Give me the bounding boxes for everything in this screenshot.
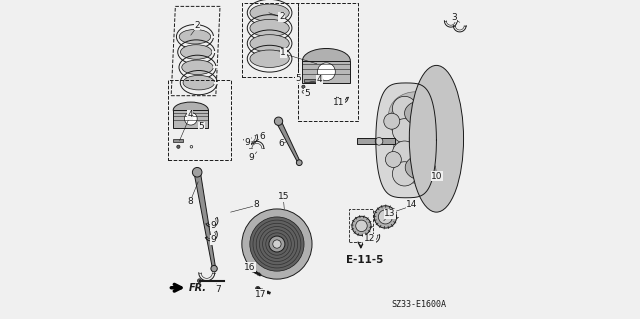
- Ellipse shape: [273, 240, 281, 248]
- Text: 4: 4: [317, 75, 322, 84]
- Text: 6: 6: [278, 139, 284, 148]
- Ellipse shape: [180, 45, 212, 59]
- Ellipse shape: [242, 209, 312, 279]
- Text: 9: 9: [211, 221, 216, 230]
- Text: 4: 4: [188, 110, 193, 119]
- Text: 13: 13: [385, 209, 396, 218]
- Ellipse shape: [173, 102, 209, 118]
- Bar: [173, 139, 183, 142]
- Ellipse shape: [275, 117, 283, 125]
- Polygon shape: [194, 172, 216, 269]
- Ellipse shape: [211, 265, 218, 272]
- Text: SZ33-E1600A: SZ33-E1600A: [392, 300, 446, 309]
- Polygon shape: [376, 83, 436, 198]
- Text: E-11-5: E-11-5: [346, 255, 383, 265]
- Ellipse shape: [250, 217, 304, 271]
- Ellipse shape: [385, 152, 401, 167]
- Ellipse shape: [193, 167, 202, 177]
- Text: 9: 9: [244, 138, 250, 147]
- Ellipse shape: [392, 141, 417, 165]
- Text: 11: 11: [333, 98, 344, 107]
- Text: 9: 9: [248, 153, 254, 162]
- Ellipse shape: [356, 220, 367, 232]
- Ellipse shape: [250, 50, 289, 67]
- Text: 8: 8: [253, 200, 259, 209]
- Ellipse shape: [198, 279, 202, 283]
- Text: 9: 9: [211, 235, 216, 244]
- Ellipse shape: [269, 236, 285, 252]
- Ellipse shape: [177, 145, 180, 148]
- Text: 6: 6: [259, 132, 265, 141]
- Ellipse shape: [183, 75, 214, 90]
- Ellipse shape: [255, 286, 260, 291]
- Ellipse shape: [388, 105, 427, 137]
- Text: 14: 14: [406, 200, 417, 209]
- Ellipse shape: [179, 29, 211, 44]
- Polygon shape: [405, 155, 440, 180]
- Text: 8: 8: [187, 197, 193, 206]
- Polygon shape: [276, 120, 300, 163]
- Ellipse shape: [250, 35, 289, 52]
- Bar: [304, 79, 316, 82]
- Ellipse shape: [247, 266, 252, 271]
- Ellipse shape: [317, 63, 335, 81]
- Text: 3: 3: [451, 13, 457, 22]
- Ellipse shape: [302, 85, 305, 88]
- Ellipse shape: [392, 96, 417, 121]
- Text: 7: 7: [215, 285, 221, 294]
- Ellipse shape: [397, 141, 447, 184]
- Text: 5: 5: [198, 122, 204, 131]
- Text: 2: 2: [279, 12, 285, 21]
- Bar: [356, 138, 395, 144]
- Polygon shape: [404, 100, 440, 126]
- Text: FR.: FR.: [189, 283, 207, 293]
- Ellipse shape: [392, 162, 417, 186]
- Ellipse shape: [378, 210, 392, 224]
- Ellipse shape: [296, 160, 302, 166]
- Text: 2: 2: [195, 21, 200, 30]
- Polygon shape: [410, 128, 447, 152]
- Text: 15: 15: [278, 192, 289, 201]
- Ellipse shape: [375, 137, 383, 145]
- Text: 5: 5: [296, 74, 301, 83]
- Text: 12: 12: [364, 234, 375, 243]
- Ellipse shape: [394, 132, 428, 162]
- Ellipse shape: [384, 113, 400, 129]
- Ellipse shape: [184, 112, 197, 125]
- Ellipse shape: [410, 65, 463, 212]
- Ellipse shape: [395, 120, 443, 161]
- Ellipse shape: [303, 48, 350, 73]
- Ellipse shape: [388, 92, 443, 138]
- Polygon shape: [303, 61, 350, 83]
- Ellipse shape: [250, 19, 289, 37]
- Text: 1: 1: [280, 48, 286, 57]
- Ellipse shape: [352, 216, 371, 235]
- Ellipse shape: [374, 206, 397, 228]
- Text: 5: 5: [305, 89, 310, 98]
- Text: 16: 16: [244, 263, 255, 271]
- Text: 10: 10: [431, 172, 442, 181]
- Ellipse shape: [182, 60, 213, 75]
- Text: 17: 17: [255, 290, 267, 299]
- Ellipse shape: [250, 4, 289, 21]
- Polygon shape: [173, 110, 209, 128]
- Ellipse shape: [392, 119, 417, 143]
